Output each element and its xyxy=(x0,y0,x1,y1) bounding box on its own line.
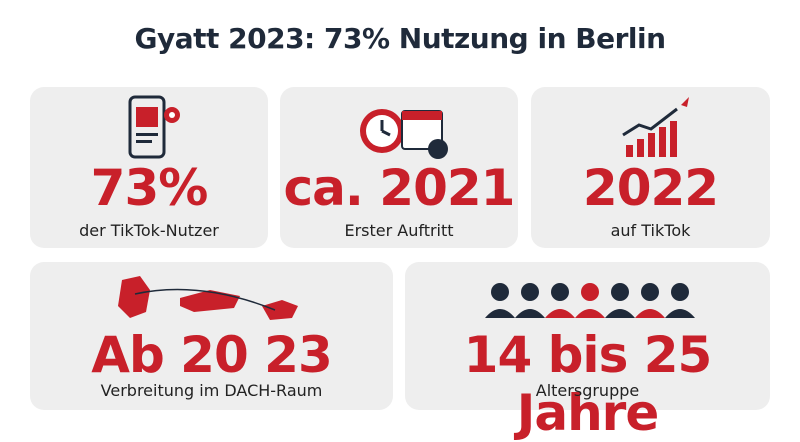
growth-icon xyxy=(622,97,689,157)
stat-value: 73% xyxy=(90,159,209,217)
stat-value: 2022 xyxy=(582,159,719,217)
stat-value: Ab 20 23 xyxy=(91,326,332,384)
page: {"header": {"title": "Gyatt 2023: 73% Nu… xyxy=(30,22,770,442)
stat-label: Verbreitung im DACH-Raum xyxy=(100,381,323,400)
title: Gyatt 2023: 73% Nutzung in Berlin xyxy=(134,22,666,55)
stat-card: 2022 auf TikTok xyxy=(531,87,770,248)
stat-card: 14 bis 25 Jahre Altersgruppe xyxy=(405,262,770,442)
stat-value: ca. 2021 xyxy=(283,159,516,217)
map-icon xyxy=(118,276,298,320)
calendar-icon xyxy=(360,109,448,159)
stat-label: der TikTok-Nutzer xyxy=(79,221,219,240)
stat-label: auf TikTok xyxy=(610,221,691,240)
stat-label: Erster Auftritt xyxy=(344,221,454,240)
stat-label: Altersgruppe xyxy=(535,381,640,400)
phone-icon xyxy=(128,95,180,159)
stat-card: 73% der TikTok-Nutzer xyxy=(30,87,268,248)
stat-card: ca. 2021 Erster Auftritt xyxy=(280,87,518,248)
people-icon xyxy=(485,283,695,318)
stat-card: Ab 20 23 Verbreitung im DACH-Raum xyxy=(30,262,393,410)
